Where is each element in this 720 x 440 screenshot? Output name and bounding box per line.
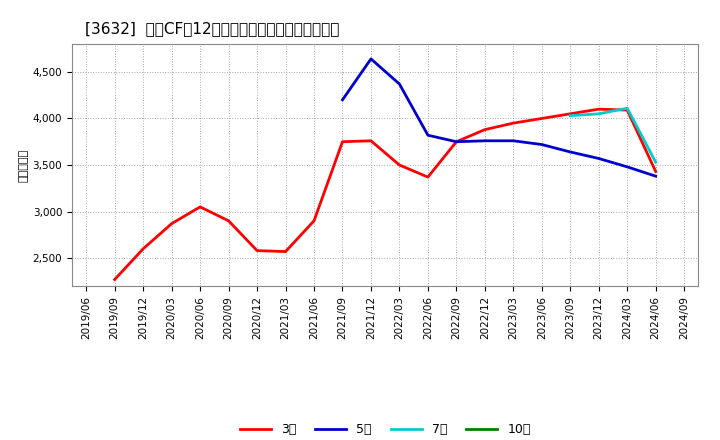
Text: [3632]  投賄CFの12か月移動合計の標準偏差の推移: [3632] 投賄CFの12か月移動合計の標準偏差の推移 [84,21,339,36]
5年 [652,173,660,179]
3年 [139,246,148,251]
3年 [623,107,631,113]
3年 [110,277,119,282]
5年 [566,149,575,154]
3年 [225,218,233,224]
5年 [537,142,546,147]
7年 [652,160,660,165]
3年 [167,221,176,226]
5年 [595,156,603,161]
3年 [423,174,432,180]
3年 [480,127,489,132]
5年 [338,97,347,103]
3年 [310,218,318,224]
5年 [395,81,404,87]
Line: 5年: 5年 [343,59,656,176]
Legend: 3年, 5年, 7年, 10年: 3年, 5年, 7年, 10年 [235,418,536,440]
3年 [452,139,461,144]
7年 [595,111,603,117]
7年 [623,106,631,111]
5年 [423,132,432,138]
7年 [566,113,575,118]
3年 [196,204,204,209]
5年 [623,164,631,169]
5年 [452,139,461,144]
3年 [366,138,375,143]
3年 [282,249,290,254]
5年 [509,138,518,143]
3年 [338,139,347,144]
Line: 3年: 3年 [114,109,656,279]
3年 [537,116,546,121]
3年 [395,162,404,168]
5年 [366,56,375,62]
5年 [480,138,489,143]
3年 [652,169,660,174]
3年 [509,121,518,126]
3年 [566,111,575,117]
Y-axis label: （百万円）: （百万円） [19,148,29,182]
3年 [595,106,603,112]
3年 [253,248,261,253]
Line: 7年: 7年 [570,108,656,162]
